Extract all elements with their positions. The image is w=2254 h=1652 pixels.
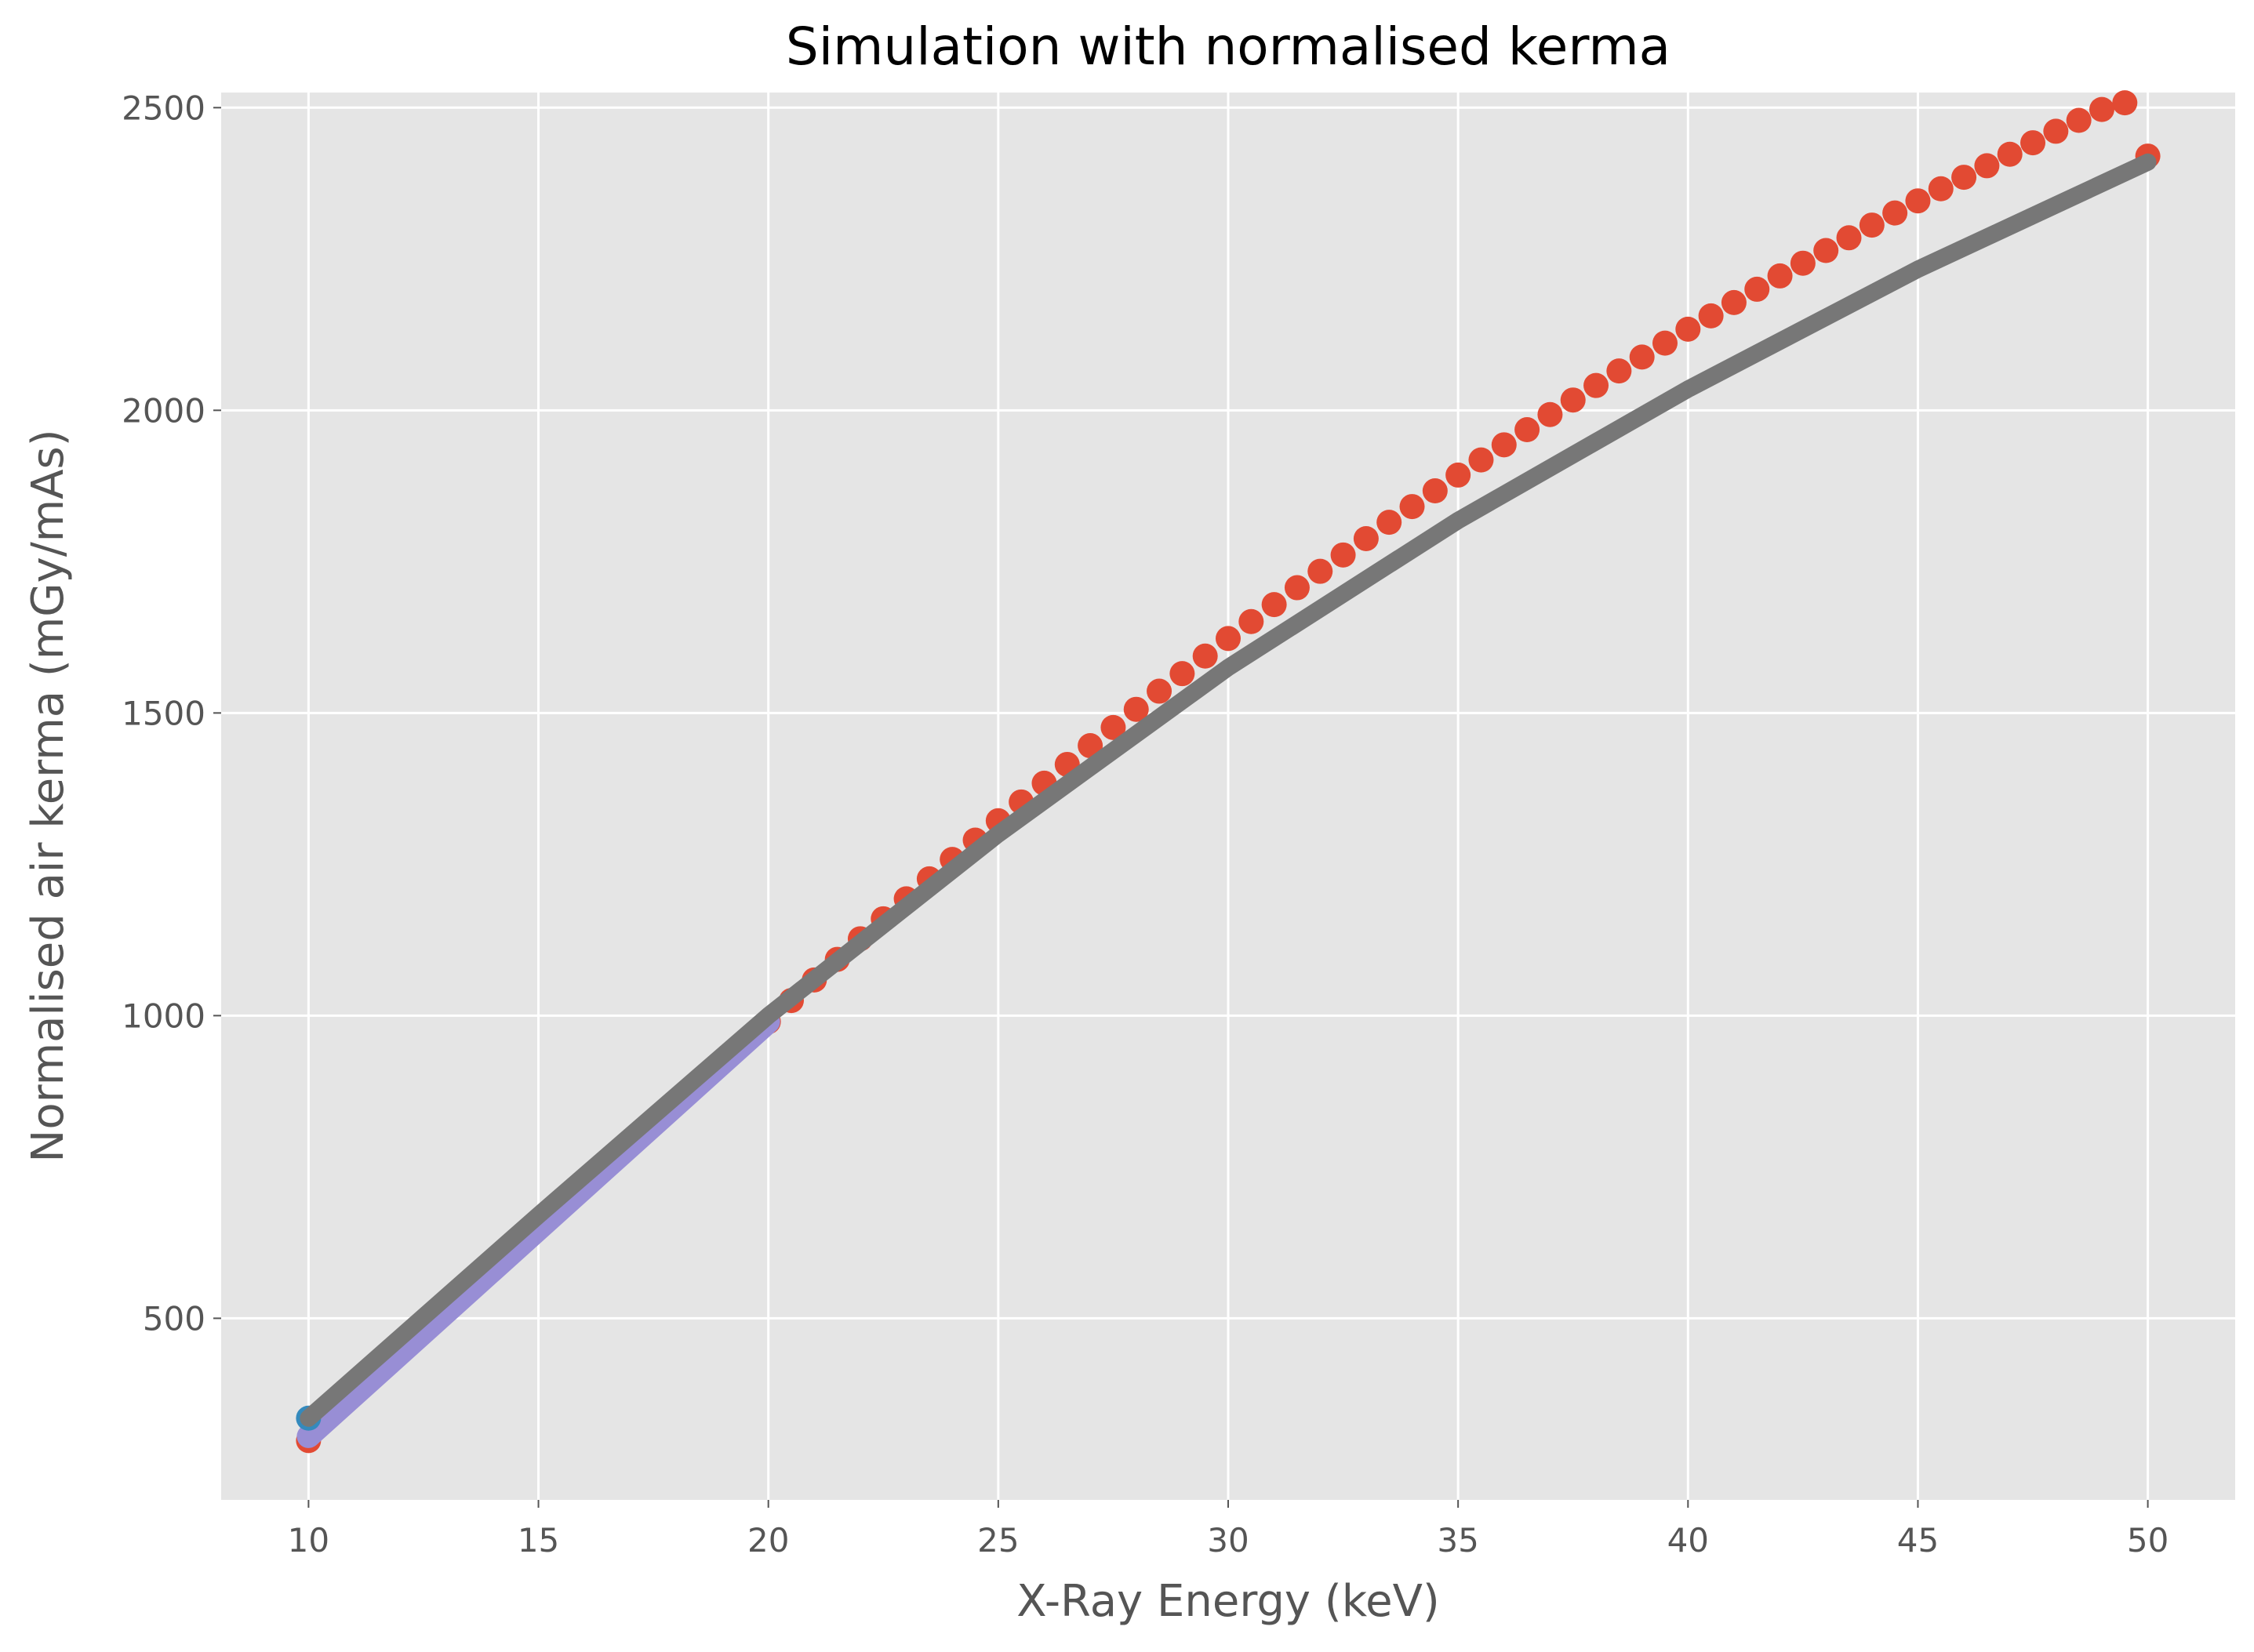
data-point: [2089, 96, 2114, 122]
data-point: [1698, 303, 1724, 329]
data-point: [2066, 107, 2092, 133]
series: [296, 90, 2161, 1454]
x-tick-label: 15: [518, 1521, 559, 1559]
y-tick-label: 2000: [122, 391, 205, 430]
data-point: [1675, 316, 1701, 342]
data-point: [1353, 525, 1379, 551]
x-tick-label: 45: [1897, 1521, 1939, 1559]
data-point: [1560, 387, 1586, 413]
data-point: [1905, 188, 1931, 214]
y-tick-label: 500: [143, 1299, 205, 1338]
data-point: [1859, 212, 1885, 238]
x-tick-labels: 10 15 20 25 30 35 40 45 50: [288, 1500, 2169, 1559]
data-point: [1100, 714, 1126, 740]
data-point: [1813, 238, 1839, 263]
x-tick-label: 40: [1667, 1521, 1709, 1559]
data-point: [1376, 510, 1402, 536]
data-point: [1491, 432, 1517, 458]
x-tick-label: 25: [977, 1521, 1019, 1559]
data-point: [1882, 200, 1908, 226]
data-point: [1307, 558, 1333, 584]
data-point: [1767, 263, 1793, 289]
x-tick-label: 20: [747, 1521, 789, 1559]
data-point: [1537, 401, 1563, 427]
data-point: [1629, 344, 1655, 370]
y-tick-label: 2500: [122, 89, 205, 127]
data-point: [1514, 417, 1540, 443]
data-point: [2020, 130, 2046, 156]
chart-title: Simulation with normalised kerma: [786, 16, 1671, 77]
data-point: [1399, 494, 1425, 520]
data-point: [1468, 447, 1494, 473]
data-point: [1974, 153, 2000, 179]
x-axis-label: X-Ray Energy (keV): [1016, 1576, 1439, 1627]
data-point: [1192, 643, 1218, 669]
data-point: [1330, 542, 1356, 568]
data-point: [1169, 661, 1195, 687]
series-3: [300, 153, 2157, 1427]
data-point: [1997, 141, 2023, 167]
y-tick-label: 1000: [122, 997, 205, 1035]
grid: [221, 93, 2235, 1500]
data-point: [1261, 592, 1287, 618]
data-point: [1422, 478, 1448, 504]
data-point: [1721, 289, 1747, 315]
data-point: [1445, 462, 1471, 488]
data-point: [1583, 372, 1609, 398]
data-point: [1078, 733, 1103, 759]
series-line: [300, 153, 2157, 1427]
data-point: [1836, 225, 1862, 251]
x-tick-label: 50: [2127, 1521, 2169, 1559]
data-point: [1928, 176, 1954, 202]
data-point: [1652, 330, 1678, 356]
data-point: [1284, 575, 1310, 601]
data-point: [2112, 90, 2138, 116]
data-point: [1606, 358, 1632, 384]
data-point: [1790, 250, 1816, 276]
x-tick-label: 10: [288, 1521, 329, 1559]
y-tick-label: 1500: [122, 694, 205, 732]
x-tick-label: 30: [1207, 1521, 1249, 1559]
data-point: [2043, 118, 2069, 144]
y-tick-labels: 500 1000 1500 2000 2500: [122, 89, 221, 1338]
data-point: [1123, 696, 1149, 722]
data-point: [1147, 678, 1172, 704]
data-point: [1238, 608, 1264, 634]
x-tick-label: 35: [1437, 1521, 1478, 1559]
data-point: [1744, 276, 1770, 302]
data-point: [1951, 165, 1977, 191]
y-axis-label: Normalised air kerma (mGy/mAs): [23, 429, 74, 1162]
data-point: [1216, 626, 1241, 652]
